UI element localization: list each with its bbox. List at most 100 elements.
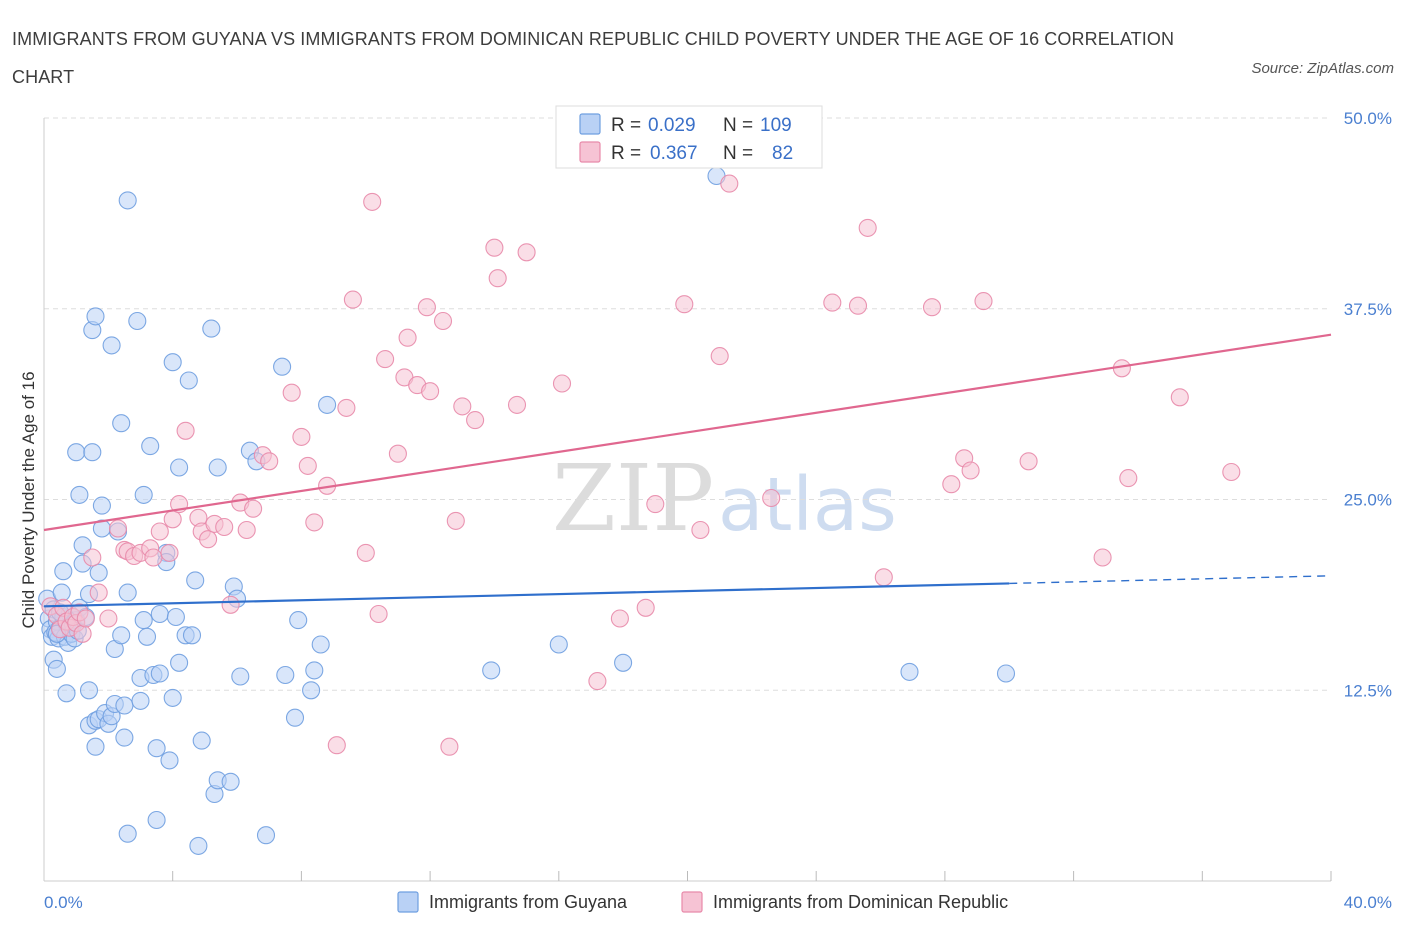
point-dominican-23 xyxy=(163,510,182,529)
point-dominican-11 xyxy=(83,548,102,567)
point-dominican-83 xyxy=(1019,452,1038,471)
point-guyana-25 xyxy=(70,485,89,504)
point-guyana-54 xyxy=(118,824,137,843)
point-dominican-47 xyxy=(369,604,388,624)
point-dominican-39 xyxy=(298,456,317,475)
point-dominican-74 xyxy=(823,293,842,312)
point-guyana-23 xyxy=(54,562,73,581)
point-dominican-21 xyxy=(150,522,169,541)
point-guyana-33 xyxy=(83,443,102,462)
point-dominican-86 xyxy=(1119,469,1138,488)
point-dominican-84 xyxy=(1093,548,1112,567)
y-tick-label-1: 25.0% xyxy=(1344,491,1392,510)
point-guyana-74 xyxy=(170,653,189,672)
point-dominican-22 xyxy=(160,543,179,562)
point-dominican-60 xyxy=(485,238,504,257)
legend-r-label-2: R = xyxy=(611,143,641,164)
point-guyana-70 xyxy=(160,751,179,770)
point-guyana-97 xyxy=(302,681,321,700)
bottom-legend-swatch-guyana xyxy=(397,891,419,913)
point-guyana-36 xyxy=(86,737,105,756)
point-dominican-53 xyxy=(417,298,436,317)
series-dominican-points xyxy=(41,174,1241,756)
y-tick-labels: 12.5% 25.0% 37.5% 50.0% xyxy=(1344,109,1392,700)
point-dominican-88 xyxy=(1222,462,1241,482)
point-guyana-92 xyxy=(256,826,276,845)
y-tick-label-2: 37.5% xyxy=(1344,300,1392,319)
point-dominican-45 xyxy=(356,543,375,562)
point-guyana-85 xyxy=(208,458,227,477)
point-dominican-72 xyxy=(720,174,739,193)
point-guyana-38 xyxy=(89,563,108,582)
legend-r-value-1: 0.029 xyxy=(648,115,696,136)
point-guyana-86 xyxy=(221,772,240,791)
bottom-legend-label-dominican: Immigrants from Dominican Republic xyxy=(713,892,1008,912)
x-tick-label-max: 40.0% xyxy=(1344,893,1392,912)
point-guyana-65 xyxy=(147,739,166,758)
point-guyana-99 xyxy=(311,635,330,654)
point-guyana-24 xyxy=(57,684,76,703)
point-dominican-70 xyxy=(691,520,710,540)
point-dominican-69 xyxy=(675,295,694,314)
watermark: ZIP atlas xyxy=(552,445,897,552)
legend-r-label-1: R = xyxy=(611,115,641,136)
point-dominican-25 xyxy=(176,421,195,440)
point-guyana-98 xyxy=(305,661,324,680)
point-dominican-55 xyxy=(433,311,453,331)
point-dominican-38 xyxy=(292,427,311,446)
point-guyana-93 xyxy=(273,357,292,376)
point-guyana-71 xyxy=(163,353,182,372)
point-guyana-96 xyxy=(289,611,308,630)
point-dominican-9 xyxy=(73,624,92,643)
bottom-legend-label-guyana: Immigrants from Guyana xyxy=(429,892,628,912)
legend-n-label-2: N = xyxy=(723,143,753,164)
point-dominican-28 xyxy=(199,530,218,549)
point-guyana-67 xyxy=(150,664,169,683)
point-guyana-27 xyxy=(73,536,92,555)
point-guyana-101 xyxy=(482,661,501,680)
point-guyana-75 xyxy=(170,458,189,477)
y-tick-label-3: 50.0% xyxy=(1344,109,1392,128)
point-guyana-73 xyxy=(166,607,185,627)
point-dominican-54 xyxy=(421,382,440,401)
point-guyana-56 xyxy=(128,311,147,331)
point-dominican-75 xyxy=(848,296,868,315)
point-dominican-49 xyxy=(388,444,407,463)
point-guyana-9 xyxy=(52,583,71,602)
point-dominican-61 xyxy=(488,269,507,288)
point-dominican-30 xyxy=(215,517,234,537)
legend-n-label-1: N = xyxy=(723,115,753,136)
point-guyana-82 xyxy=(202,319,221,338)
point-guyana-35 xyxy=(86,307,105,326)
point-guyana-81 xyxy=(192,731,211,750)
source-label: Source: ZipAtlas.com xyxy=(1251,60,1394,77)
bottom-legend-swatch-dominican xyxy=(681,891,703,913)
point-dominican-81 xyxy=(961,461,980,480)
point-dominican-33 xyxy=(237,520,256,540)
watermark-zip: ZIP xyxy=(552,445,714,552)
legend-r-value-2: 0.367 xyxy=(650,143,698,164)
point-dominican-12 xyxy=(89,583,108,602)
point-dominican-40 xyxy=(305,513,324,532)
point-dominican-62 xyxy=(507,395,527,414)
point-dominican-37 xyxy=(282,383,301,402)
trend-line-guyana xyxy=(43,582,1010,608)
point-dominican-36 xyxy=(260,452,279,471)
trend-line-guyana-extension xyxy=(1009,575,1332,585)
point-dominican-57 xyxy=(446,511,465,530)
point-dominican-73 xyxy=(762,488,781,508)
point-guyana-102 xyxy=(549,635,568,654)
point-dominican-63 xyxy=(517,243,536,262)
point-dominican-46 xyxy=(363,192,382,211)
point-guyana-53 xyxy=(118,583,137,602)
point-guyana-31 xyxy=(79,681,99,700)
legend-swatch-dominican xyxy=(579,141,601,163)
legend-swatch-guyana xyxy=(579,113,601,135)
point-dominican-43 xyxy=(337,398,356,417)
point-dominican-76 xyxy=(858,218,877,237)
point-guyana-22 xyxy=(47,659,66,678)
point-guyana-50 xyxy=(112,414,131,433)
point-dominican-68 xyxy=(646,495,665,514)
point-dominican-87 xyxy=(1170,388,1189,407)
point-dominican-65 xyxy=(588,672,607,691)
